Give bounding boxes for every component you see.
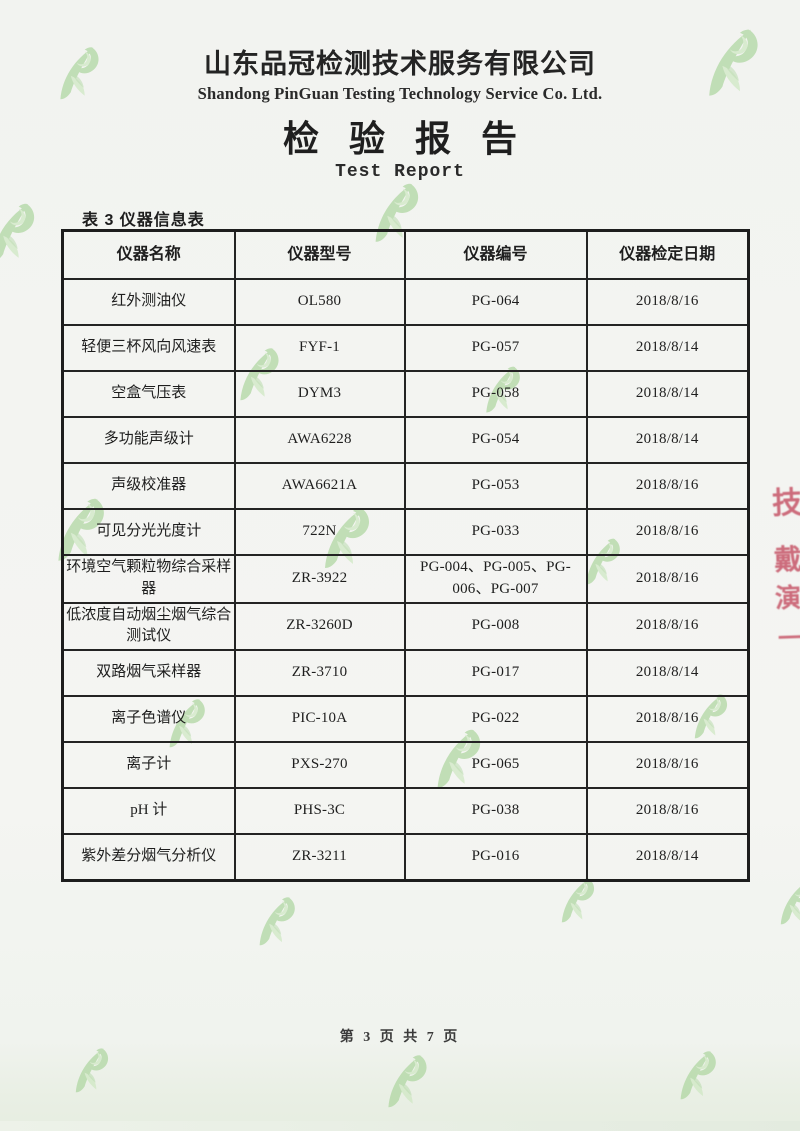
model-cell: AWA6228 bbox=[233, 416, 406, 464]
pinguan-leaf-watermark-icon bbox=[671, 1040, 719, 1101]
company-name-cn: 山东品冠检测技术服务有限公司 bbox=[204, 49, 596, 79]
table-row: 离子色谱仪 PIC-10A PG-022 2018/8/16 bbox=[61, 695, 750, 743]
red-stamp-fragment: 演 bbox=[774, 583, 800, 614]
table-row: 声级校准器 AWA6621A PG-053 2018/8/16 bbox=[61, 462, 750, 510]
calibration-date-cell: 2018/8/16 bbox=[585, 787, 750, 835]
page-number: 第 3 页 共 7 页 bbox=[339, 1030, 461, 1045]
table-row: 多功能声级计 AWA6228 PG-054 2018/8/14 bbox=[61, 416, 750, 464]
instrument-name-cell: 空盒气压表 bbox=[61, 370, 236, 418]
serial-number-cell: PG-065 bbox=[403, 741, 588, 789]
model-cell: PXS-270 bbox=[233, 741, 406, 789]
table-header-cell: 仪器编号 bbox=[403, 229, 588, 280]
table-row: pH 计 PHS-3C PG-038 2018/8/16 bbox=[61, 787, 750, 835]
table-header-cell: 仪器型号 bbox=[233, 229, 406, 280]
table-row: 紫外差分烟气分析仪 ZR-3211 PG-016 2018/8/14 bbox=[61, 833, 750, 882]
table-row: 双路烟气采样器 ZR-3710 PG-017 2018/8/14 bbox=[61, 649, 750, 697]
calibration-date-cell: 2018/8/16 bbox=[585, 462, 750, 510]
calibration-date-cell: 2018/8/14 bbox=[585, 370, 750, 418]
serial-number-cell: PG-022 bbox=[403, 695, 588, 743]
company-name-en: Shandong PinGuan Testing Technology Serv… bbox=[197, 84, 603, 103]
serial-number-cell: PG-004、PG-005、PG-006、PG-007 bbox=[403, 554, 588, 604]
calibration-date-cell: 2018/8/14 bbox=[585, 324, 750, 372]
calibration-date-cell: 2018/8/16 bbox=[585, 601, 750, 651]
model-cell: DYM3 bbox=[233, 370, 406, 418]
instrument-name-cell: 可见分光光度计 bbox=[61, 508, 236, 556]
table-row: 空盒气压表 DYM3 PG-058 2018/8/14 bbox=[61, 370, 750, 418]
serial-number-cell: PG-016 bbox=[403, 833, 588, 882]
serial-number-cell: PG-057 bbox=[403, 324, 588, 372]
calibration-date-cell: 2018/8/14 bbox=[585, 416, 750, 464]
calibration-date-cell: 2018/8/16 bbox=[585, 741, 750, 789]
instrument-name-cell: 离子计 bbox=[61, 741, 236, 789]
instrument-name-cell: 双路烟气采样器 bbox=[61, 649, 236, 697]
table-body: 红外测油仪 OL580 PG-064 2018/8/16 轻便三杯风向风速表 FYF-1 P… bbox=[61, 278, 750, 882]
calibration-date-cell: 2018/8/16 bbox=[585, 554, 750, 604]
model-cell: ZR-3710 bbox=[233, 649, 406, 697]
table-row: 环境空气颗粒物综合采样器 ZR-3922 PG-004、PG-005、PG-006、… bbox=[61, 554, 750, 604]
calibration-date-cell: 2018/8/16 bbox=[585, 508, 750, 556]
pinguan-leaf-watermark-icon bbox=[772, 870, 800, 926]
calibration-date-cell: 2018/8/16 bbox=[585, 278, 750, 326]
table-header-row: 仪器名称 仪器型号 仪器编号 仪器检定日期 bbox=[61, 229, 750, 280]
table-header-cell: 仪器名称 bbox=[61, 229, 236, 280]
pinguan-leaf-watermark-icon bbox=[0, 190, 38, 264]
table-row: 红外测油仪 OL580 PG-064 2018/8/16 bbox=[61, 278, 750, 326]
calibration-date-cell: 2018/8/16 bbox=[585, 695, 750, 743]
model-cell: PHS-3C bbox=[233, 787, 406, 835]
serial-number-cell: PG-053 bbox=[403, 462, 588, 510]
calibration-date-cell: 2018/8/14 bbox=[585, 833, 750, 882]
serial-number-cell: PG-008 bbox=[403, 601, 588, 651]
instrument-name-cell: 低浓度自动烟尘烟气综合测试仪 bbox=[61, 601, 236, 651]
model-cell: AWA6621A bbox=[233, 462, 406, 510]
serial-number-cell: PG-017 bbox=[403, 649, 588, 697]
instrument-name-cell: 多功能声级计 bbox=[61, 416, 236, 464]
red-stamp-fragment: 一 bbox=[777, 625, 800, 653]
model-cell: ZR-3260D bbox=[233, 601, 406, 651]
model-cell: ZR-3922 bbox=[233, 554, 406, 604]
serial-number-cell: PG-033 bbox=[403, 508, 588, 556]
model-cell: OL580 bbox=[233, 278, 406, 326]
table-caption: 表 3 仪器信息表 bbox=[82, 212, 205, 229]
red-stamp-fragment: 戴 bbox=[773, 544, 800, 577]
pinguan-leaf-watermark-icon bbox=[378, 1043, 430, 1109]
model-cell: FYF-1 bbox=[233, 324, 406, 372]
instrument-info-table: 仪器名称 仪器型号 仪器编号 仪器检定日期 红外测油仪 OL580 PG-064 2018/… bbox=[61, 229, 750, 882]
red-stamp-fragment: 技 bbox=[771, 486, 800, 521]
model-cell: PIC-10A bbox=[233, 695, 406, 743]
serial-number-cell: PG-038 bbox=[403, 787, 588, 835]
table-row: 离子计 PXS-270 PG-065 2018/8/16 bbox=[61, 741, 750, 789]
model-cell: 722N bbox=[233, 508, 406, 556]
serial-number-cell: PG-058 bbox=[403, 370, 588, 418]
table-row: 轻便三杯风向风速表 FYF-1 PG-057 2018/8/14 bbox=[61, 324, 750, 372]
table-header-cell: 仪器检定日期 bbox=[585, 229, 750, 280]
instrument-name-cell: 声级校准器 bbox=[61, 462, 236, 510]
serial-number-cell: PG-054 bbox=[403, 416, 588, 464]
pinguan-leaf-watermark-icon bbox=[67, 1038, 111, 1094]
instrument-name-cell: 轻便三杯风向风速表 bbox=[61, 324, 236, 372]
calibration-date-cell: 2018/8/14 bbox=[585, 649, 750, 697]
model-cell: ZR-3211 bbox=[233, 833, 406, 882]
table-row: 可见分光光度计 722N PG-033 2018/8/16 bbox=[61, 508, 750, 556]
instrument-name-cell: 紫外差分烟气分析仪 bbox=[61, 833, 236, 882]
instrument-name-cell: pH 计 bbox=[61, 787, 236, 835]
table-row: 低浓度自动烟尘烟气综合测试仪 ZR-3260D PG-008 2018/8/16 bbox=[61, 601, 750, 651]
instrument-name-cell: 红外测油仪 bbox=[61, 278, 236, 326]
report-title-en: Test Report bbox=[335, 162, 465, 182]
pinguan-leaf-watermark-icon bbox=[250, 886, 298, 947]
instrument-name-cell: 离子色谱仪 bbox=[61, 695, 236, 743]
report-title-cn: 检验报告 bbox=[282, 119, 547, 159]
instrument-name-cell: 环境空气颗粒物综合采样器 bbox=[61, 554, 236, 604]
serial-number-cell: PG-064 bbox=[403, 278, 588, 326]
